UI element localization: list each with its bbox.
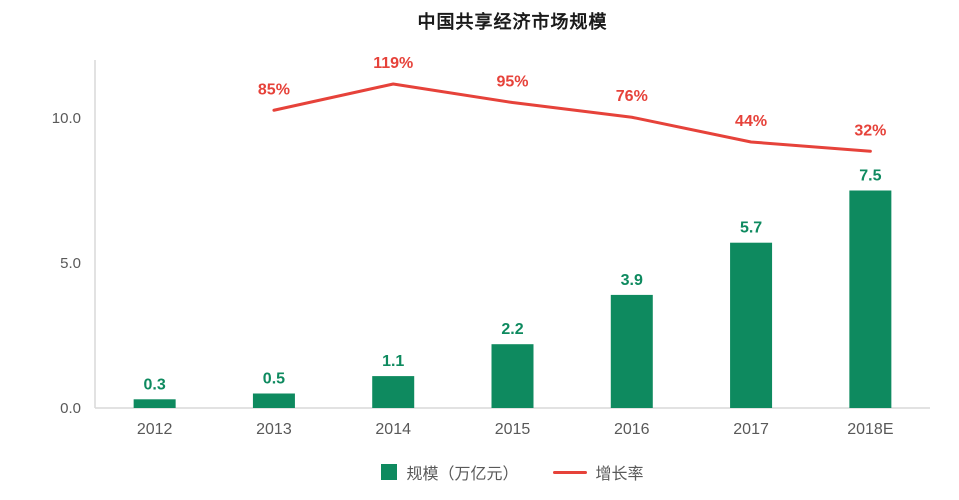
chart-legend: 规模（万亿元） 增长率	[95, 460, 930, 484]
bar-2016	[610, 294, 653, 408]
bar-label-2015: 2.2	[501, 321, 523, 338]
bar-label-2017: 5.7	[740, 220, 762, 237]
growth-label-2018E: 32%	[854, 122, 886, 139]
y-tick-label: 10.0	[52, 110, 81, 127]
growth-label-2014: 119%	[373, 55, 413, 72]
legend-line-swatch	[552, 470, 587, 474]
legend-bar-swatch	[381, 464, 398, 480]
growth-label-2016: 76%	[616, 88, 648, 105]
legend-line-label: 增长率	[595, 466, 644, 483]
bar-2014	[372, 376, 415, 408]
bar-label-2013: 0.5	[263, 371, 285, 388]
x-tick-label-2013: 2013	[256, 421, 292, 438]
growth-label-2013: 85%	[258, 81, 290, 98]
growth-label-2015: 95%	[496, 74, 528, 91]
bar-2015	[491, 344, 534, 408]
x-tick-label-2016: 2016	[614, 421, 650, 438]
bar-label-2018E: 7.5	[859, 168, 881, 185]
growth-label-2017: 44%	[735, 113, 767, 130]
bar-label-2012: 0.3	[144, 376, 166, 393]
legend-bar-label: 规模（万亿元）	[406, 466, 519, 483]
y-tick-label: 5.0	[60, 255, 81, 272]
x-tick-label-2014: 2014	[375, 421, 411, 438]
legend-item-growth: 增长率	[552, 460, 644, 484]
x-tick-label-2015: 2015	[495, 421, 531, 438]
bar-label-2014: 1.1	[382, 353, 404, 370]
x-tick-label-2017: 2017	[733, 421, 769, 438]
bar-2018E	[849, 190, 892, 408]
bar-label-2016: 3.9	[621, 272, 643, 289]
chart-title: 中国共享经济市场规模	[417, 12, 608, 32]
legend-item-scale: 规模（万亿元）	[381, 460, 519, 484]
growth-line	[272, 82, 872, 153]
bar-2013	[252, 393, 295, 408]
x-tick-label-2012: 2012	[137, 421, 173, 438]
bar-2017	[730, 242, 773, 408]
bar-2012	[133, 399, 176, 408]
y-tick-label: 0.0	[60, 400, 81, 417]
x-tick-label-2018E: 2018E	[847, 421, 893, 438]
